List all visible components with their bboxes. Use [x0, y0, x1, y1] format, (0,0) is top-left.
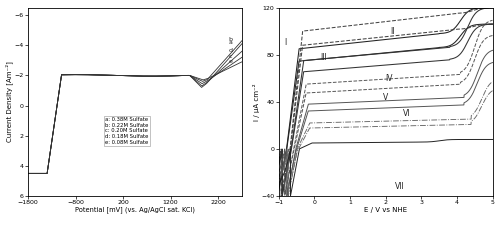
Text: d: d [228, 48, 232, 53]
Text: V: V [383, 93, 388, 102]
Text: II: II [390, 27, 395, 36]
Text: a: 0.38M Sulfate
b: 0.22M Sulfate
c: 0.20M Sulfate
d: 0.18M Sulfate
e: 0.08M Sul: a: 0.38M Sulfate b: 0.22M Sulfate c: 0.2… [105, 117, 148, 145]
X-axis label: E / V vs NHE: E / V vs NHE [364, 207, 407, 213]
Text: c: c [228, 54, 232, 59]
Text: VI: VI [403, 109, 410, 118]
Text: VII: VII [395, 182, 404, 191]
Y-axis label: I / μA cm⁻²: I / μA cm⁻² [253, 83, 260, 121]
Text: a: a [228, 40, 232, 46]
Y-axis label: Current Density [Am⁻²]: Current Density [Am⁻²] [6, 61, 14, 142]
Text: I: I [284, 38, 286, 47]
Text: III: III [320, 52, 326, 61]
X-axis label: Potential [mV] (vs. Ag/AgCl sat. KCl): Potential [mV] (vs. Ag/AgCl sat. KCl) [75, 207, 195, 213]
Text: IV: IV [386, 74, 393, 83]
Text: b: b [228, 37, 232, 42]
Text: e: e [228, 59, 232, 63]
